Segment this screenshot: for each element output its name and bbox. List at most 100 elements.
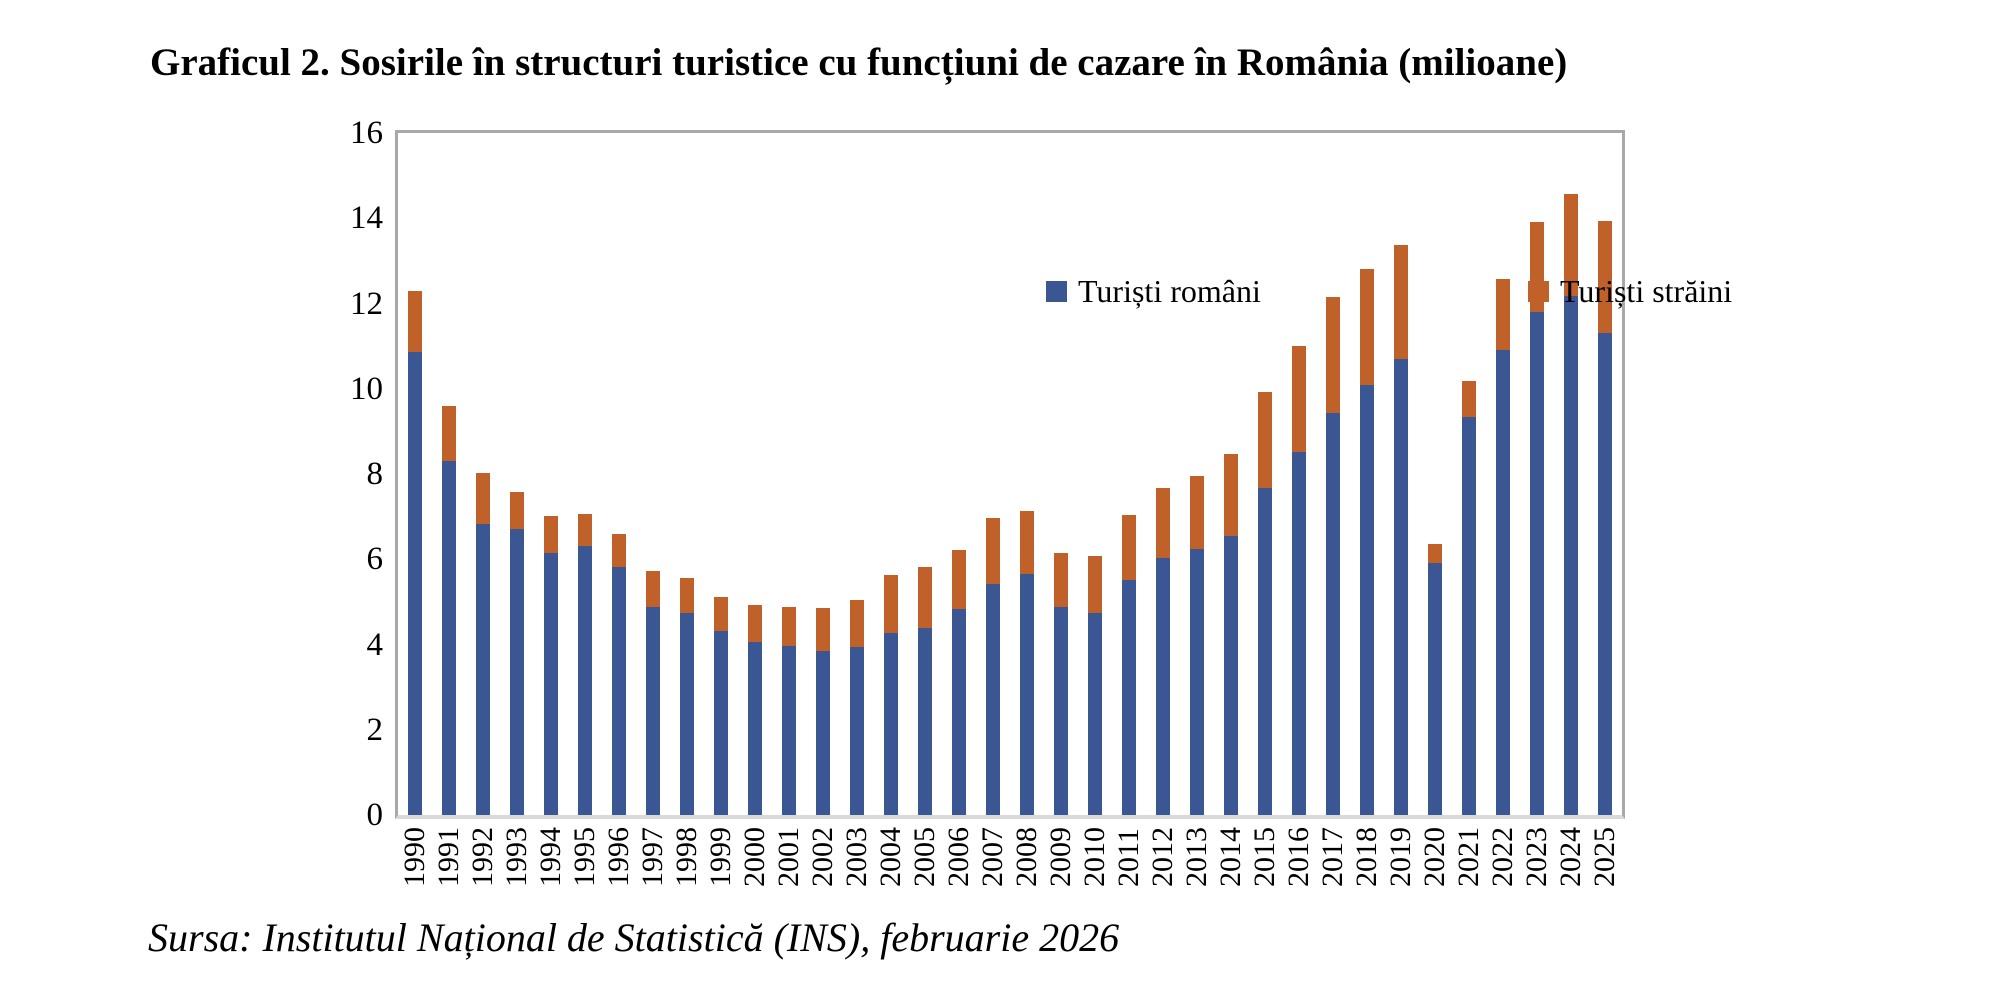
bar-2009-straini — [1054, 552, 1068, 608]
x-tick-label: 2024 — [1554, 827, 1587, 887]
bar-1999-straini — [714, 597, 728, 632]
bar-2005 — [918, 567, 932, 815]
y-tick-label: 14 — [350, 200, 383, 237]
bar-2007-romani — [986, 583, 1000, 815]
x-tick-label: 2017 — [1316, 827, 1349, 887]
x-tick-label: 1995 — [568, 827, 601, 887]
x-label-slot-2017: 2017 — [1316, 827, 1350, 887]
bar-2014-romani — [1224, 535, 1238, 815]
bar-2009 — [1054, 552, 1068, 815]
bar-slot-2016 — [1282, 133, 1316, 815]
legend-swatch-romani-icon — [1046, 280, 1067, 302]
x-label-slot-2004: 2004 — [874, 827, 908, 887]
bar-slot-2021 — [1452, 133, 1486, 815]
bar-2021-straini — [1462, 380, 1476, 417]
x-label-slot-2010: 2010 — [1078, 827, 1112, 887]
bar-1996-romani — [612, 566, 626, 815]
x-tick-label: 2020 — [1418, 827, 1451, 887]
bar-slot-2018 — [1350, 133, 1384, 815]
bar-slot-1997 — [636, 133, 670, 815]
x-tick-label: 2025 — [1588, 827, 1621, 887]
bar-1999 — [714, 597, 728, 815]
bar-2024-straini — [1564, 193, 1578, 297]
bar-2008-straini — [1020, 511, 1034, 574]
x-tick-label: 1992 — [466, 827, 499, 887]
y-tick-label: 12 — [350, 285, 383, 322]
bar-2014 — [1224, 454, 1238, 815]
bar-2001-straini — [782, 607, 796, 647]
bar-2004-straini — [884, 574, 898, 633]
bar-2006-straini — [952, 549, 966, 609]
x-label-slot-2025: 2025 — [1588, 827, 1622, 887]
bar-1990 — [408, 290, 422, 815]
bar-2012 — [1156, 487, 1170, 815]
bar-2024-romani — [1564, 296, 1578, 815]
bar-2016 — [1292, 346, 1306, 815]
x-tick-label: 2023 — [1520, 827, 1553, 887]
bar-2000-romani — [748, 642, 762, 815]
legend-label-straini: Turiști străini — [1560, 273, 1733, 309]
bar-2017 — [1326, 297, 1340, 815]
bar-slot-1998 — [670, 133, 704, 815]
bar-2011-romani — [1122, 580, 1136, 815]
bar-1994 — [544, 516, 558, 815]
bar-slot-2020 — [1418, 133, 1452, 815]
bar-1993 — [510, 492, 524, 815]
bar-1997-romani — [646, 606, 660, 815]
bar-slot-2005 — [908, 133, 942, 815]
x-tick-label: 2019 — [1384, 827, 1417, 887]
x-tick-label: 1993 — [500, 827, 533, 887]
bar-slot-1993 — [500, 133, 534, 815]
x-label-slot-2011: 2011 — [1112, 827, 1146, 887]
x-label-slot-2018: 2018 — [1350, 827, 1384, 887]
bar-1996-straini — [612, 534, 626, 567]
bar-slot-1995 — [568, 133, 602, 815]
bar-2023 — [1530, 221, 1544, 815]
bar-2019 — [1394, 245, 1408, 815]
x-tick-label: 2014 — [1214, 827, 1247, 887]
bar-2024 — [1564, 193, 1578, 815]
bar-2020 — [1428, 543, 1442, 815]
x-label-slot-2020: 2020 — [1418, 827, 1452, 887]
x-label-slot-2022: 2022 — [1486, 827, 1520, 887]
x-tick-label: 2016 — [1282, 827, 1315, 887]
x-tick-label: 2011 — [1112, 828, 1145, 887]
x-label-slot-1993: 1993 — [500, 827, 534, 887]
bar-1991 — [442, 405, 456, 815]
bar-2018-straini — [1360, 269, 1374, 385]
bar-1997-straini — [646, 571, 660, 607]
bar-slot-2025 — [1588, 133, 1622, 815]
bar-slot-2011 — [1112, 133, 1146, 815]
bar-2012-straini — [1156, 487, 1170, 559]
x-tick-label: 2005 — [908, 827, 941, 887]
bar-1998-straini — [680, 578, 694, 613]
x-label-slot-2013: 2013 — [1180, 827, 1214, 887]
bar-2010-romani — [1088, 613, 1102, 815]
x-label-slot-2005: 2005 — [908, 827, 942, 887]
x-label-slot-2001: 2001 — [772, 827, 806, 887]
bar-2000 — [748, 605, 762, 815]
bar-2014-straini — [1224, 454, 1238, 536]
bar-2013 — [1190, 476, 1204, 815]
bar-slot-2013 — [1180, 133, 1214, 815]
x-label-slot-2002: 2002 — [806, 827, 840, 887]
bar-1991-straini — [442, 405, 456, 461]
bar-1992-romani — [476, 523, 490, 815]
bar-1990-romani — [408, 351, 422, 815]
x-tick-label: 1996 — [602, 827, 635, 887]
y-tick-label: 8 — [366, 456, 384, 492]
bar-2009-romani — [1054, 607, 1068, 815]
bar-slot-2006 — [942, 133, 976, 815]
bar-2005-romani — [918, 628, 932, 815]
bar-slot-2007 — [976, 133, 1010, 815]
y-tick-label: 6 — [366, 541, 384, 578]
x-tick-label: 1994 — [534, 827, 567, 887]
bar-slot-2024 — [1554, 133, 1588, 815]
bar-slot-1996 — [602, 133, 636, 815]
bar-2006-romani — [952, 608, 966, 815]
x-tick-label: 2004 — [874, 827, 907, 887]
bar-2022-romani — [1496, 350, 1510, 815]
bar-2013-romani — [1190, 549, 1204, 815]
bar-2025 — [1598, 220, 1612, 815]
